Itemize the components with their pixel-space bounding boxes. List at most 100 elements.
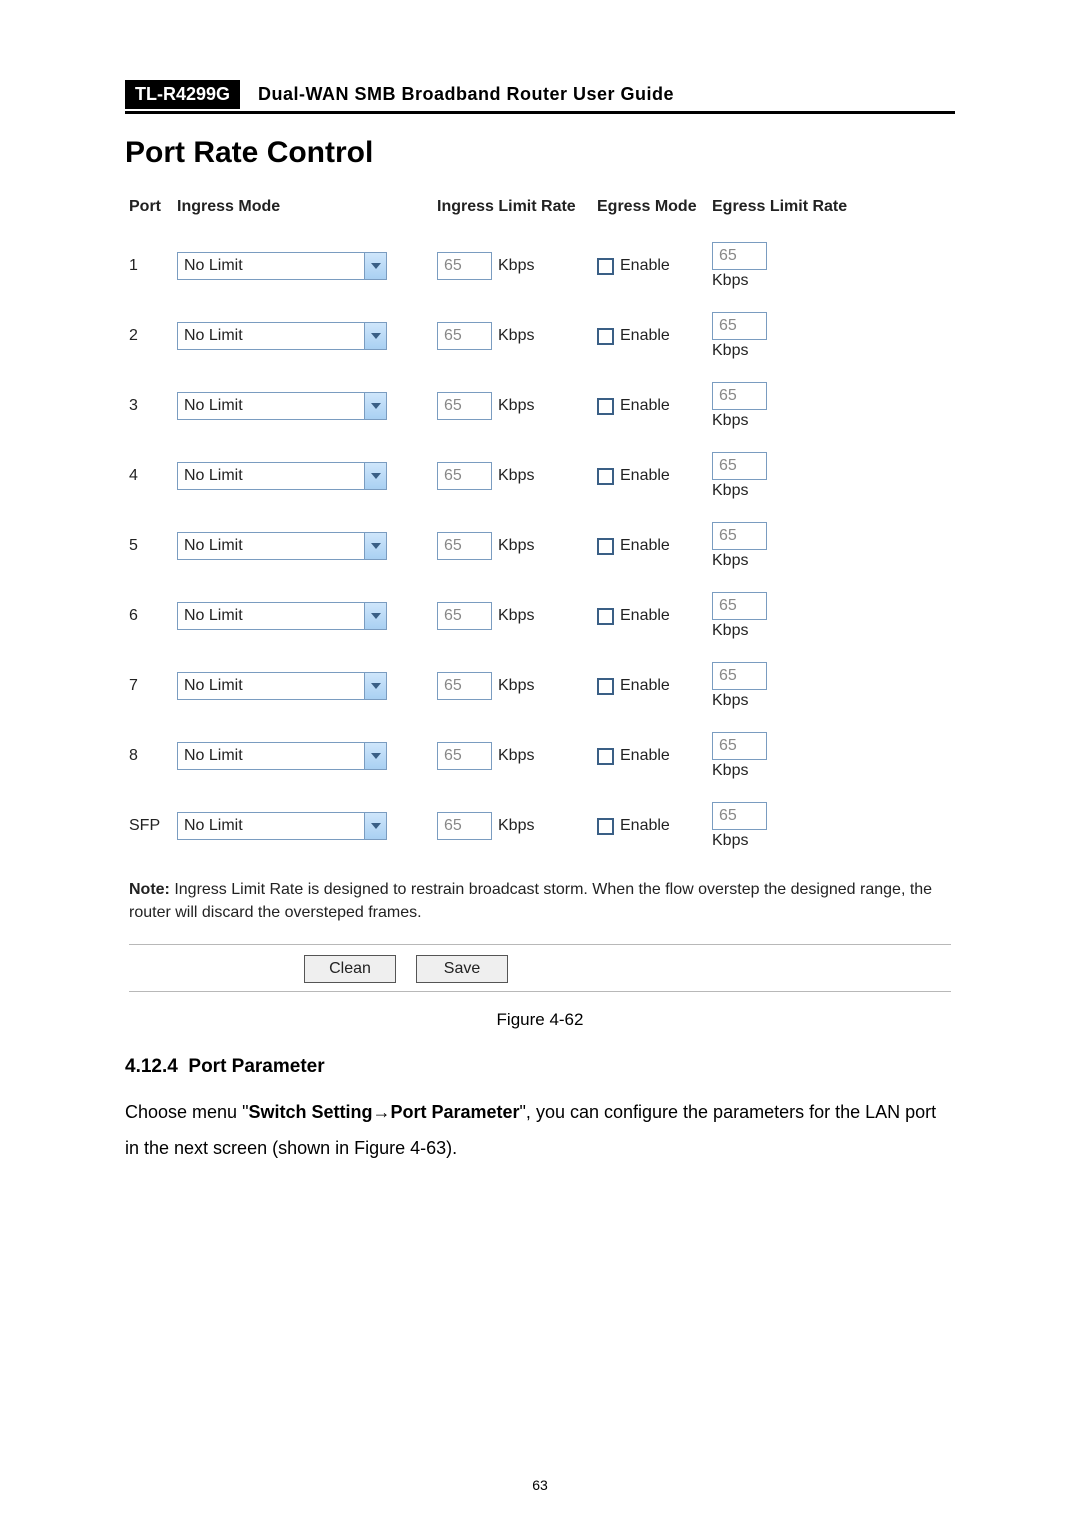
col-header-ingress-rate: Ingress Limit Rate bbox=[437, 198, 597, 216]
egress-rate-cell: Kbps bbox=[712, 452, 872, 500]
chevron-down-icon bbox=[364, 673, 386, 699]
egress-rate-input[interactable] bbox=[712, 662, 767, 690]
ingress-rate-input[interactable] bbox=[437, 252, 492, 280]
ingress-mode-select[interactable]: No Limit bbox=[177, 322, 387, 350]
egress-rate-cell: Kbps bbox=[712, 242, 872, 290]
egress-rate-input[interactable] bbox=[712, 522, 767, 550]
figure-caption: Figure 4-62 bbox=[125, 1010, 955, 1030]
egress-rate-input[interactable] bbox=[712, 732, 767, 760]
ingress-rate-input[interactable] bbox=[437, 462, 492, 490]
chevron-down-icon bbox=[364, 533, 386, 559]
chevron-down-icon bbox=[364, 743, 386, 769]
egress-rate-unit: Kbps bbox=[712, 692, 872, 710]
port-cell: 5 bbox=[129, 537, 177, 555]
egress-enable-checkbox[interactable] bbox=[597, 468, 614, 485]
ingress-rate-unit: Kbps bbox=[498, 677, 534, 695]
egress-rate-unit: Kbps bbox=[712, 762, 872, 780]
egress-rate-unit: Kbps bbox=[712, 412, 872, 430]
egress-rate-cell: Kbps bbox=[712, 312, 872, 360]
ingress-mode-select[interactable]: No Limit bbox=[177, 462, 387, 490]
ingress-rate-unit: Kbps bbox=[498, 747, 534, 765]
ingress-mode-select[interactable]: No Limit bbox=[177, 252, 387, 280]
note-text: Note: Ingress Limit Rate is designed to … bbox=[129, 878, 951, 924]
body-t2: Switch Setting→Port Parameter bbox=[248, 1102, 519, 1122]
egress-enable-checkbox[interactable] bbox=[597, 818, 614, 835]
ingress-rate-input[interactable] bbox=[437, 672, 492, 700]
ingress-rate-unit: Kbps bbox=[498, 257, 534, 275]
egress-enable-label: Enable bbox=[620, 817, 670, 835]
egress-rate-unit: Kbps bbox=[712, 482, 872, 500]
ingress-mode-select[interactable]: No Limit bbox=[177, 602, 387, 630]
model-badge: TL-R4299G bbox=[125, 80, 240, 109]
ingress-rate-input[interactable] bbox=[437, 742, 492, 770]
rate-table: Port Ingress Mode Ingress Limit Rate Egr… bbox=[125, 198, 955, 992]
egress-enable-checkbox[interactable] bbox=[597, 608, 614, 625]
egress-enable-checkbox[interactable] bbox=[597, 748, 614, 765]
egress-rate-unit: Kbps bbox=[712, 552, 872, 570]
port-rate-panel: Port Rate Control Port Ingress Mode Ingr… bbox=[125, 136, 955, 1166]
ingress-rate-cell: Kbps bbox=[437, 462, 597, 490]
egress-mode-cell: Enable bbox=[597, 607, 712, 625]
ingress-mode-cell: No Limit bbox=[177, 742, 437, 770]
egress-rate-input[interactable] bbox=[712, 242, 767, 270]
ingress-mode-select[interactable]: No Limit bbox=[177, 392, 387, 420]
body-t1: Choose menu " bbox=[125, 1102, 248, 1122]
egress-rate-input[interactable] bbox=[712, 382, 767, 410]
egress-rate-unit: Kbps bbox=[712, 342, 872, 360]
ingress-mode-select[interactable]: No Limit bbox=[177, 812, 387, 840]
egress-rate-input[interactable] bbox=[712, 312, 767, 340]
save-button[interactable]: Save bbox=[416, 955, 508, 983]
ingress-rate-input[interactable] bbox=[437, 602, 492, 630]
ingress-rate-cell: Kbps bbox=[437, 602, 597, 630]
ingress-mode-cell: No Limit bbox=[177, 532, 437, 560]
table-row: 3No Limit Kbps Enable Kbps bbox=[129, 382, 951, 430]
egress-enable-label: Enable bbox=[620, 397, 670, 415]
ingress-rate-input[interactable] bbox=[437, 322, 492, 350]
ingress-rate-cell: Kbps bbox=[437, 812, 597, 840]
doc-header: TL-R4299G Dual-WAN SMB Broadband Router … bbox=[125, 80, 955, 114]
egress-enable-checkbox[interactable] bbox=[597, 538, 614, 555]
port-cell: 8 bbox=[129, 747, 177, 765]
egress-rate-input[interactable] bbox=[712, 452, 767, 480]
ingress-rate-unit: Kbps bbox=[498, 537, 534, 555]
egress-rate-input[interactable] bbox=[712, 802, 767, 830]
ingress-rate-input[interactable] bbox=[437, 392, 492, 420]
ingress-rate-input[interactable] bbox=[437, 812, 492, 840]
egress-mode-cell: Enable bbox=[597, 327, 712, 345]
table-row: 4No LimitKbpsEnableKbps bbox=[129, 452, 951, 500]
egress-rate-cell: Kbps bbox=[712, 732, 872, 780]
egress-enable-checkbox[interactable] bbox=[597, 258, 614, 275]
chevron-down-icon bbox=[364, 813, 386, 839]
ingress-rate-cell: Kbps bbox=[437, 532, 597, 560]
egress-mode-cell: Enable bbox=[597, 257, 712, 275]
rows-container: 1No LimitKbpsEnableKbps2No LimitKbpsEnab… bbox=[129, 242, 951, 850]
port-cell: 3 bbox=[129, 397, 177, 415]
ingress-rate-unit: Kbps bbox=[498, 607, 534, 625]
ingress-rate-input[interactable] bbox=[437, 532, 492, 560]
egress-enable-checkbox[interactable] bbox=[597, 398, 614, 415]
ingress-mode-select[interactable]: No Limit bbox=[177, 532, 387, 560]
col-header-egress-mode: Egress Mode bbox=[597, 198, 712, 216]
port-cell: 2 bbox=[129, 327, 177, 345]
egress-enable-checkbox[interactable] bbox=[597, 328, 614, 345]
col-header-port: Port bbox=[129, 198, 177, 216]
egress-enable-label: Enable bbox=[620, 747, 670, 765]
egress-enable-checkbox[interactable] bbox=[597, 678, 614, 695]
egress-rate-input[interactable] bbox=[712, 592, 767, 620]
egress-enable-label: Enable bbox=[620, 327, 670, 345]
table-row: 6No LimitKbpsEnableKbps bbox=[129, 592, 951, 640]
ingress-mode-select[interactable]: No Limit bbox=[177, 672, 387, 700]
egress-rate-cell: Kbps bbox=[712, 662, 872, 710]
ingress-rate-unit: Kbps bbox=[498, 397, 534, 415]
clean-button[interactable]: Clean bbox=[304, 955, 396, 983]
egress-rate-unit: Kbps bbox=[712, 272, 872, 290]
chevron-down-icon bbox=[364, 393, 386, 419]
egress-mode-cell: Enable bbox=[597, 397, 712, 415]
col-header-ingress-mode: Ingress Mode bbox=[177, 198, 437, 216]
table-row: 7No LimitKbpsEnableKbps bbox=[129, 662, 951, 710]
divider-top bbox=[129, 944, 951, 945]
ingress-mode-select[interactable]: No Limit bbox=[177, 742, 387, 770]
note-body: Ingress Limit Rate is designed to restra… bbox=[129, 881, 932, 921]
ingress-rate-unit: Kbps bbox=[498, 467, 534, 485]
divider-bottom bbox=[129, 991, 951, 992]
